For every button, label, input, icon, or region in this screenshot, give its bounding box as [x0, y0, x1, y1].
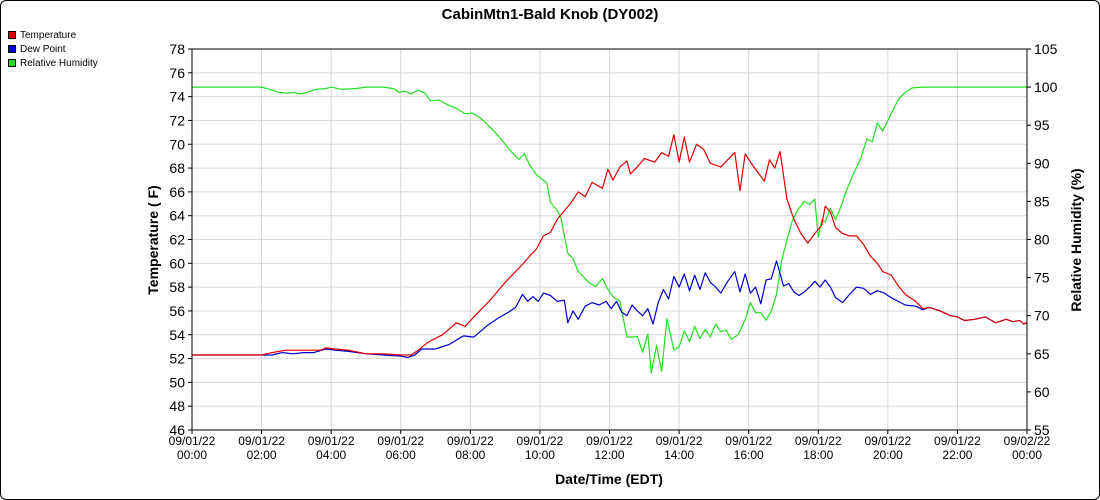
- axis-ticks: 09/01/2200:0009/01/2202:0009/01/2204:000…: [169, 41, 1058, 462]
- x-tick-label-time: 12:00: [594, 448, 624, 462]
- x-tick-label-date: 09/02/22: [1004, 434, 1051, 448]
- x-tick-label-time: 02:00: [247, 448, 277, 462]
- y-tick-label: 62: [169, 232, 185, 248]
- series-layer: [192, 86, 1028, 374]
- y-tick-label: 74: [169, 89, 185, 105]
- x-tick-label-time: 04:00: [316, 448, 346, 462]
- x-tick-label-time: 08:00: [455, 448, 485, 462]
- y-tick-label: 68: [169, 160, 185, 176]
- y-tick-label: 72: [169, 112, 185, 128]
- y2-tick-label: 55: [1034, 422, 1050, 438]
- y2-tick-label: 70: [1034, 308, 1050, 324]
- x-tick-label-date: 09/01/22: [447, 434, 494, 448]
- x-tick-label-date: 09/01/22: [169, 434, 216, 448]
- legend-label-temperature: Temperature: [20, 29, 77, 41]
- y-tick-label: 50: [169, 374, 185, 390]
- legend-swatch-relative-humidity: [8, 59, 16, 67]
- y2-axis-title: Relative Humidity (%): [1068, 168, 1084, 311]
- x-tick-label-date: 09/01/22: [864, 434, 911, 448]
- y2-tick-label: 65: [1034, 346, 1050, 362]
- x-tick-label-time: 10:00: [525, 448, 555, 462]
- y-tick-label: 76: [169, 65, 185, 81]
- y2-tick-label: 105: [1034, 41, 1058, 57]
- x-tick-label-time: 06:00: [386, 448, 416, 462]
- legend: Temperature Dew Point Relative Humidity: [8, 28, 98, 70]
- x-axis-title: Date/Time (EDT): [555, 471, 663, 487]
- dew-point-line: [192, 260, 1028, 358]
- x-tick-label-time: 14:00: [664, 448, 694, 462]
- legend-item-dew-point: Dew Point: [8, 42, 98, 56]
- x-tick-label-date: 09/01/22: [308, 434, 355, 448]
- y2-tick-label: 85: [1034, 193, 1050, 209]
- y-tick-label: 58: [169, 279, 185, 295]
- y2-tick-label: 80: [1034, 232, 1050, 248]
- legend-item-relative-humidity: Relative Humidity: [8, 56, 98, 70]
- x-tick-label-date: 09/01/22: [377, 434, 424, 448]
- legend-item-temperature: Temperature: [8, 28, 98, 42]
- legend-label-dew-point: Dew Point: [20, 43, 66, 55]
- x-tick-label-time: 16:00: [734, 448, 764, 462]
- chart-title: CabinMtn1-Bald Knob (DY002): [442, 6, 659, 23]
- x-tick-label-time: 20:00: [873, 448, 903, 462]
- legend-label-relative-humidity: Relative Humidity: [20, 57, 98, 69]
- y-tick-label: 64: [169, 208, 185, 224]
- legend-swatch-dew-point: [8, 45, 16, 53]
- x-tick-label-date: 09/01/22: [517, 434, 564, 448]
- x-tick-label-date: 09/01/22: [586, 434, 633, 448]
- y-tick-label: 52: [169, 351, 185, 367]
- y2-tick-label: 75: [1034, 270, 1050, 286]
- y2-tick-label: 60: [1034, 384, 1050, 400]
- relative-humidity-line: [192, 86, 1027, 374]
- y-axis-title: Temperature ( F): [145, 185, 161, 294]
- y-tick-label: 66: [169, 184, 185, 200]
- x-tick-label-date: 09/01/22: [656, 434, 703, 448]
- y-tick-label: 60: [169, 255, 185, 271]
- grid-lines: [191, 48, 1028, 431]
- x-tick-label-date: 09/01/22: [795, 434, 842, 448]
- x-tick-label-time: 18:00: [803, 448, 833, 462]
- y-tick-label: 54: [169, 327, 185, 343]
- y-tick-label: 56: [169, 303, 185, 319]
- y-tick-label: 78: [169, 41, 185, 57]
- x-tick-label-date: 09/01/22: [725, 434, 772, 448]
- y2-tick-label: 90: [1034, 155, 1050, 171]
- y-tick-label: 48: [169, 398, 185, 414]
- y-tick-label: 46: [169, 422, 185, 438]
- legend-swatch-temperature: [8, 31, 16, 39]
- y-tick-label: 70: [169, 136, 185, 152]
- x-tick-label-date: 09/01/22: [934, 434, 981, 448]
- x-tick-label-time: 00:00: [1012, 448, 1042, 462]
- x-tick-label-time: 00:00: [177, 448, 207, 462]
- y2-tick-label: 100: [1034, 79, 1058, 95]
- y2-tick-label: 95: [1034, 117, 1050, 133]
- x-tick-label-time: 22:00: [942, 448, 972, 462]
- temperature-line: [192, 134, 1028, 356]
- x-tick-label-date: 09/01/22: [238, 434, 285, 448]
